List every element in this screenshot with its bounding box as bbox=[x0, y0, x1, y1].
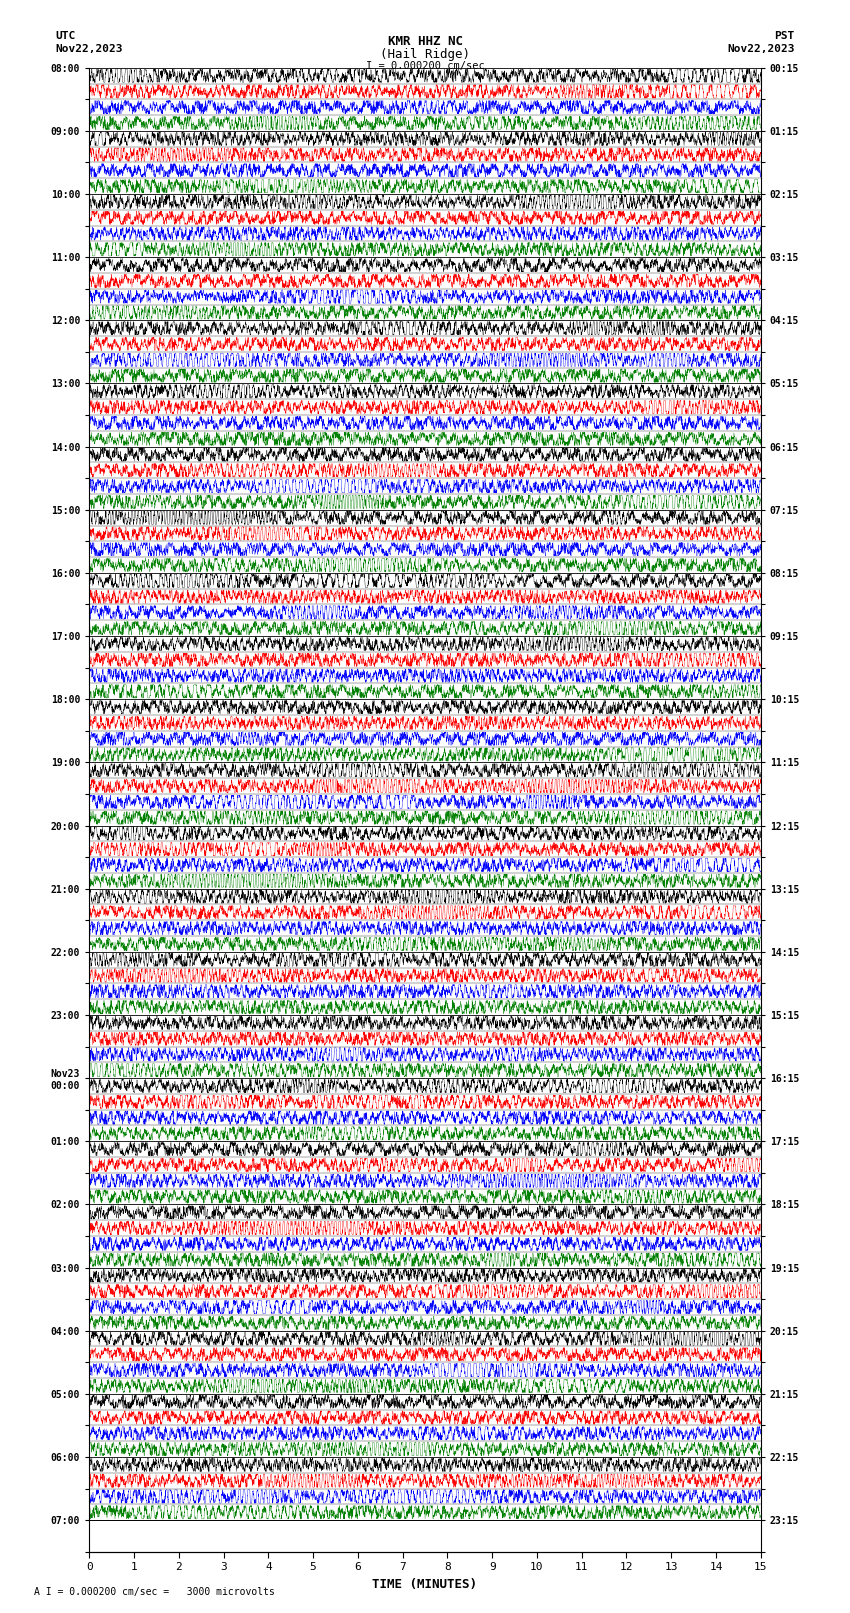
Text: Nov22,2023: Nov22,2023 bbox=[728, 44, 795, 53]
Text: A I = 0.000200 cm/sec =   3000 microvolts: A I = 0.000200 cm/sec = 3000 microvolts bbox=[34, 1587, 275, 1597]
Text: I = 0.000200 cm/sec: I = 0.000200 cm/sec bbox=[366, 61, 484, 71]
Text: (Hail Ridge): (Hail Ridge) bbox=[380, 48, 470, 61]
Text: Nov22,2023: Nov22,2023 bbox=[55, 44, 122, 53]
Text: PST: PST bbox=[774, 31, 795, 40]
X-axis label: TIME (MINUTES): TIME (MINUTES) bbox=[372, 1578, 478, 1590]
Text: UTC: UTC bbox=[55, 31, 76, 40]
Text: KMR HHZ NC: KMR HHZ NC bbox=[388, 35, 462, 48]
